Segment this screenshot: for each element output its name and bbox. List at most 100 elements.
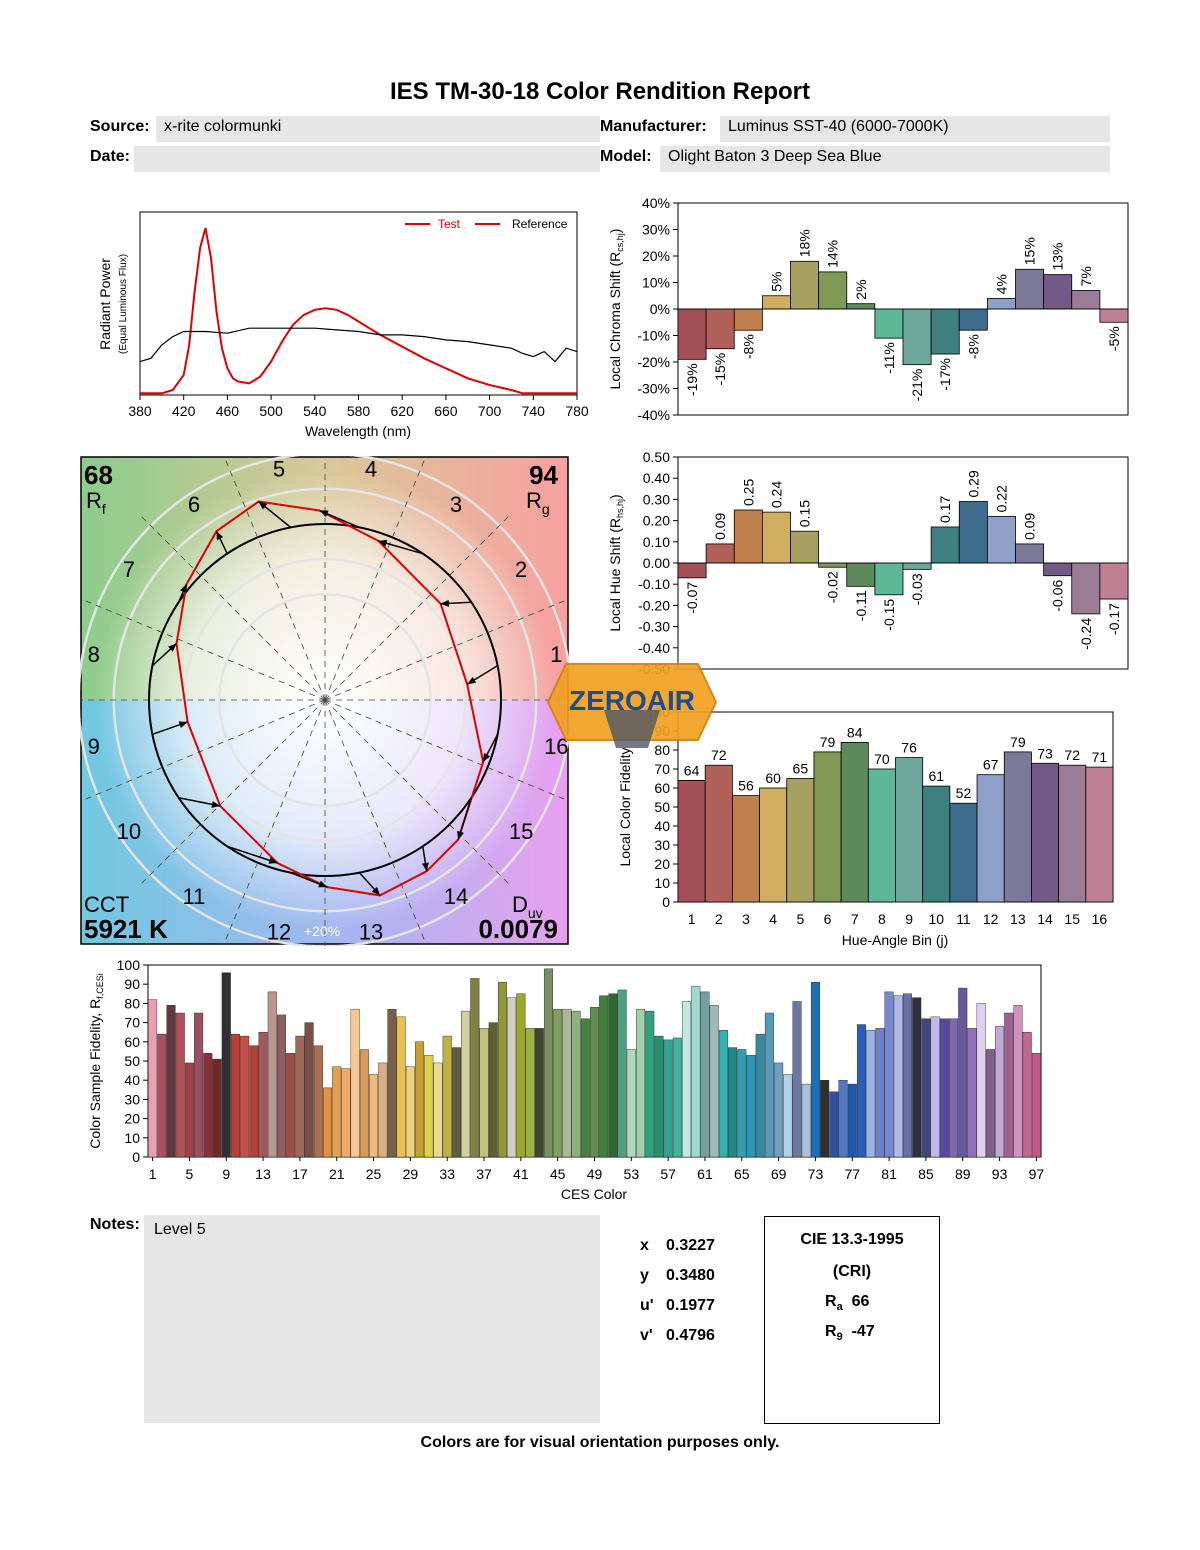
fidelity-ytick-label: 60 xyxy=(654,780,670,796)
ces-bar xyxy=(691,985,701,1158)
chroma-bar xyxy=(761,295,791,310)
manufacturer-field: Luminus SST-40 (6000-7000K) xyxy=(720,116,1110,142)
model-field: Olight Baton 3 Deep Sea Blue xyxy=(660,146,1110,172)
chroma-bar xyxy=(986,298,1016,310)
ces-bar xyxy=(654,1035,664,1158)
chroma-ytick-label: 10% xyxy=(642,275,670,291)
manufacturer-label: Manufacturer: xyxy=(600,118,707,135)
chromaticity-v: v' 0.4796 xyxy=(640,1327,715,1344)
cvg-bin-label: 6 xyxy=(188,492,200,517)
ces-bar xyxy=(534,1028,544,1158)
ces-bar xyxy=(230,1033,240,1158)
ces-bar xyxy=(958,987,968,1158)
fidelity-bar xyxy=(1085,766,1114,903)
watermark-text: ZEROAIR xyxy=(569,685,695,716)
ces-bar xyxy=(589,1007,600,1158)
ces-xtick-label: 9 xyxy=(222,1166,230,1182)
fidelity-ytick-label: 10 xyxy=(654,875,670,891)
fidelity-bar xyxy=(759,787,788,903)
ces-bar xyxy=(470,978,480,1158)
hue-bar-label: -0.07 xyxy=(684,582,700,614)
spectrum-plot-area xyxy=(139,211,578,396)
notes-box xyxy=(144,1215,600,1423)
notes-text: Level 5 xyxy=(154,1221,206,1238)
fidelity-bar xyxy=(895,757,924,903)
ces-bar xyxy=(1013,1005,1023,1158)
ces-xtick-label: 69 xyxy=(771,1166,787,1182)
hue-ytick-label: 0.40 xyxy=(643,470,670,486)
hue-bar xyxy=(818,562,848,568)
fidelity-bar-label: 56 xyxy=(738,778,754,794)
fidelity-bar xyxy=(867,768,896,903)
cvg-bin-label: 10 xyxy=(117,819,141,844)
ces-bar xyxy=(663,1039,673,1158)
spectrum-ylabel: Radiant Power xyxy=(97,258,113,350)
ces-bar xyxy=(378,1062,388,1158)
hue-ytick-label: 0.50 xyxy=(643,449,670,465)
cri-box: CIE 13.3-1995 (CRI) Ra 66 R9 -47 xyxy=(764,1216,940,1424)
ces-bar xyxy=(672,1037,682,1158)
chroma-ytick-label: 0% xyxy=(650,301,670,317)
ces-ytick-label: 50 xyxy=(124,1053,140,1069)
cvg-arrow-head xyxy=(318,880,328,888)
ces-bar xyxy=(359,1049,369,1158)
chroma-bar xyxy=(1043,274,1073,310)
fidelity-bar-label: 65 xyxy=(793,761,809,777)
chroma-ytick-label: 30% xyxy=(642,222,670,238)
fidelity-xtick-label: 1 xyxy=(688,911,696,927)
ces-ytick-label: 10 xyxy=(124,1130,140,1146)
ces-xtick-label: 57 xyxy=(660,1166,676,1182)
ces-ytick-label: 30 xyxy=(124,1091,140,1107)
ces-xtick-label: 17 xyxy=(292,1166,308,1182)
hue-bar-label: -0.17 xyxy=(1106,603,1122,635)
duv-label: Duv xyxy=(512,892,543,921)
ces-bar xyxy=(893,995,903,1158)
ces-xtick-label: 5 xyxy=(186,1166,194,1182)
fidelity-bar-label: 71 xyxy=(1092,749,1108,765)
hue-bar-label: 0.24 xyxy=(768,481,784,508)
ces-bar xyxy=(553,1008,563,1158)
ces-bar xyxy=(221,972,231,1158)
fidelity-ytick-label: 40 xyxy=(654,818,670,834)
ces-bar xyxy=(774,1062,784,1158)
hue-bar-label: 0.22 xyxy=(993,485,1009,512)
chroma-bar-label: -21% xyxy=(909,369,925,402)
ces-bar xyxy=(543,968,553,1158)
hue-bar xyxy=(790,530,820,564)
spectrum-xtick-label: 380 xyxy=(128,403,152,419)
fidelity-xtick-label: 5 xyxy=(796,911,804,927)
fidelity-bar-label: 72 xyxy=(1064,747,1080,763)
cvg-bin-label: 4 xyxy=(365,457,377,482)
ces-bar xyxy=(728,1047,738,1158)
ces-xlabel: CES Color xyxy=(561,1186,627,1202)
fidelity-bar-label: 64 xyxy=(684,762,700,778)
ces-xtick-label: 37 xyxy=(476,1166,492,1182)
chroma-shift-chart: 40% 30% 20% 10% 0% -10% -20% -30% -40% -19% -15% -8… xyxy=(607,195,1129,423)
cvg-test-polygon xyxy=(175,500,485,897)
cvg-bin-boundary xyxy=(324,456,427,701)
ces-bar xyxy=(433,1062,443,1158)
chromaticity-y: y 0.3480 xyxy=(640,1267,715,1284)
spectrum-chart: 380 420 460 500 540 580 620 660 700 740 780 Test R… xyxy=(97,211,589,439)
chroma-ytick-label: -10% xyxy=(637,328,670,344)
chroma-bar-label: 13% xyxy=(1050,243,1066,271)
ces-xtick-label: 73 xyxy=(808,1166,824,1182)
fidelity-xtick-label: 12 xyxy=(983,911,999,927)
chroma-ytick-label: 40% xyxy=(642,195,670,211)
cvg-bin-boundary xyxy=(324,598,570,701)
fidelity-bar xyxy=(922,785,951,903)
ces-bar xyxy=(488,1022,498,1158)
chroma-bar xyxy=(818,271,848,310)
ces-xtick-label: 33 xyxy=(439,1166,455,1182)
fidelity-bar xyxy=(976,774,1005,903)
ces-bar xyxy=(286,1053,296,1158)
cvg-bin-boundary xyxy=(223,456,326,701)
cvg-arrow-head xyxy=(378,539,388,547)
ces-bar xyxy=(341,1068,351,1158)
ces-bar xyxy=(1004,1012,1014,1158)
hue-bar xyxy=(846,562,876,587)
fidelity-bar-label: 52 xyxy=(956,785,972,801)
hue-ytick-label: -0.30 xyxy=(638,619,670,635)
fidelity-bar-label: 84 xyxy=(847,724,863,740)
chroma-bar-label: 5% xyxy=(768,272,784,292)
